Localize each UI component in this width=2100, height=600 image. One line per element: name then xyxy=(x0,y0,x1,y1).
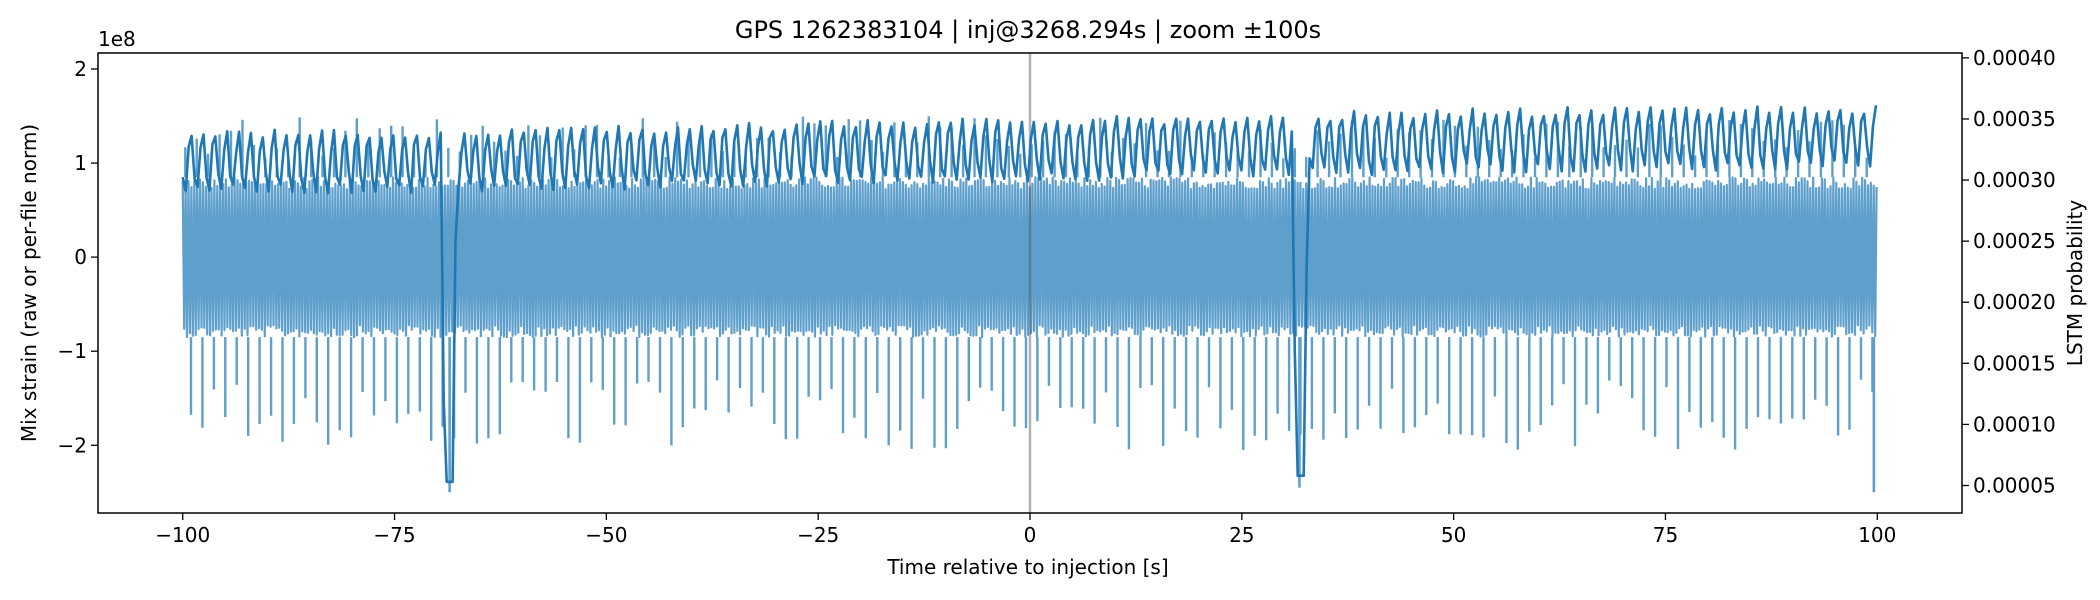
x-axis: −100 −75 −50 −25 0 25 50 75 100 xyxy=(155,513,1896,547)
y-left-tick-label: 2 xyxy=(74,57,87,81)
x-tick-label: −75 xyxy=(373,523,415,547)
y-right-tick-label: 0.00030 xyxy=(1973,168,2056,192)
y-axis-left-label: Mix strain (raw or per-file norm) xyxy=(17,124,41,442)
y-left-tick-label: −2 xyxy=(58,433,87,457)
y-right-tick-label: 0.00015 xyxy=(1973,351,2056,375)
x-tick-label: 0 xyxy=(1024,523,1037,547)
x-tick-label: −100 xyxy=(155,523,210,547)
y-right-tick-label: 0.00035 xyxy=(1973,107,2056,131)
y-right-tick-label: 0.00010 xyxy=(1973,412,2056,436)
y-right-tick-label: 0.00005 xyxy=(1973,474,2056,498)
x-tick-label: 50 xyxy=(1441,523,1466,547)
y-left-tick-label: 1 xyxy=(74,151,87,175)
y-left-tick-label: −1 xyxy=(58,339,87,363)
y-axis-right-label: LSTM probability xyxy=(2063,200,2087,367)
offset-label: 1e8 xyxy=(98,27,136,51)
y-right-tick-label: 0.00040 xyxy=(1973,46,2056,70)
y-right-tick-label: 0.00025 xyxy=(1973,229,2056,253)
x-tick-label: −25 xyxy=(797,523,839,547)
x-tick-label: 25 xyxy=(1229,523,1254,547)
x-tick-label: 100 xyxy=(1858,523,1896,547)
y-right-tick-label: 0.00020 xyxy=(1973,290,2056,314)
y-left-tick-label: 0 xyxy=(74,245,87,269)
plot-area xyxy=(181,53,1878,513)
y-axis-right: 0.00005 0.00010 0.00015 0.00020 0.00025 0.000… xyxy=(1962,46,2056,498)
x-axis-label: Time relative to injection [s] xyxy=(886,555,1168,579)
x-tick-label: 75 xyxy=(1653,523,1678,547)
x-tick-label: −50 xyxy=(585,523,627,547)
strain-dense-trace xyxy=(181,176,1878,339)
chart-title: GPS 1262383104 | inj@3268.294s | zoom ±1… xyxy=(735,16,1321,44)
y-axis-left: −2 −1 0 1 2 xyxy=(58,57,98,457)
lstm-probability-line xyxy=(181,105,1878,484)
